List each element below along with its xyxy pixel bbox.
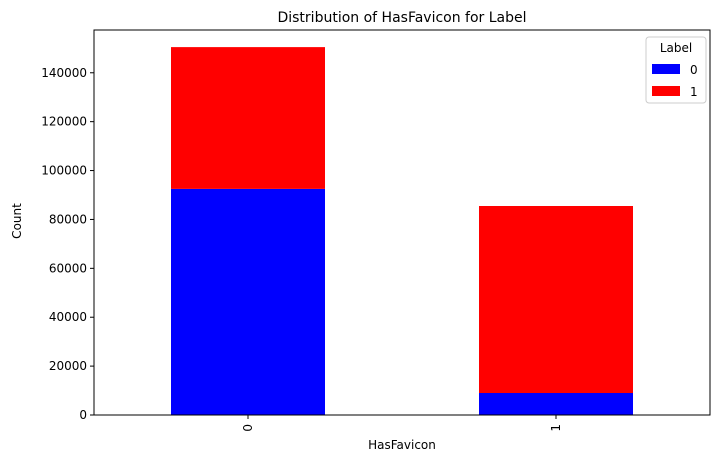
y-tick-label: 140000 [41,66,87,80]
plot-area: 0 20000 40000 60000 80000 100000 120000 140000 0… [41,29,711,432]
y-tick-label: 20000 [49,359,87,373]
legend: Label 0 1 [645,36,707,104]
y-tick-label: 80000 [49,212,87,226]
axes-frame [93,29,711,416]
y-tick-label: 40000 [49,310,87,324]
legend-swatch-1 [652,86,680,96]
bar-1-label-0 [479,393,633,415]
y-tick-label: 100000 [41,164,87,178]
x-tick-label: 1 [549,424,563,432]
x-tick-label: 0 [241,424,255,432]
chart-title: Distribution of HasFavicon for Label [277,10,526,26]
y-axis-label: Count [10,203,24,239]
bar-0-label-1 [171,47,325,189]
y-tick-label: 0 [79,408,87,422]
y-tick-label: 120000 [41,115,87,129]
x-axis-label: HasFavicon [368,438,436,452]
legend-title: Label [660,41,692,55]
legend-label-0: 0 [690,63,698,77]
bar-1-label-1 [479,206,633,393]
legend-label-1: 1 [690,85,698,99]
legend-swatch-0 [652,64,680,74]
bar-0-label-0 [171,188,325,415]
y-tick-label: 60000 [49,261,87,275]
